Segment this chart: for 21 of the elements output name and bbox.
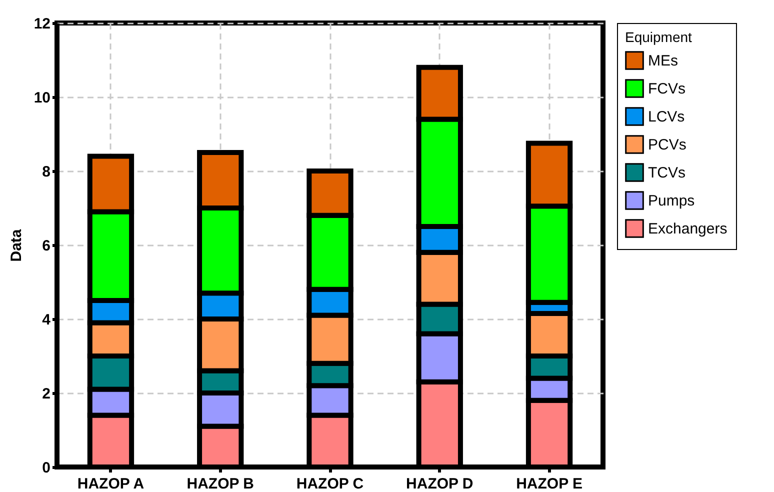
y-tick-label: 6 — [42, 238, 50, 254]
legend-label: Pumps — [648, 192, 695, 210]
legend-label: PCVs — [648, 136, 686, 154]
y-tick-label: 0 — [42, 460, 50, 476]
x-tick-label: HAZOP D — [406, 476, 474, 492]
legend-title: Equipment — [625, 29, 692, 45]
legend-label: FCVs — [648, 80, 686, 98]
legend-label: TCVs — [648, 164, 686, 182]
y-tick-label: 8 — [42, 164, 50, 180]
y-axis-title: Data — [8, 228, 25, 262]
x-tick-label: HAZOP C — [296, 476, 364, 492]
legend-label: Exchangers — [648, 220, 728, 238]
legend-label: LCVs — [648, 108, 685, 126]
x-tick-label: HAZOP B — [186, 476, 254, 492]
legend-label: MEs — [648, 52, 678, 70]
y-tick-label: 10 — [34, 90, 50, 106]
x-tick-label: HAZOP E — [516, 476, 582, 492]
y-tick-label: 2 — [42, 386, 50, 402]
y-tick-label: 4 — [42, 312, 52, 328]
x-tick-label: HAZOP A — [77, 476, 144, 492]
y-tick-label: 12 — [34, 16, 50, 32]
